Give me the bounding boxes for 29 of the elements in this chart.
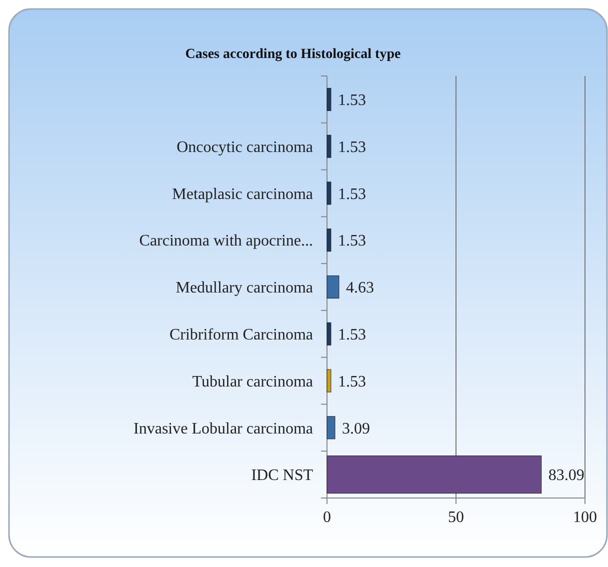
y-tick-label: Medullary carcinoma [176, 280, 313, 297]
data-label: 1.53 [338, 92, 366, 110]
y-tick-label: IDC NST [251, 467, 314, 484]
x-tick-label: 50 [448, 509, 464, 526]
y-tick-label: Tubular carcinoma [192, 373, 313, 390]
data-label: 1.53 [338, 373, 366, 390]
chart-title: Cases according to Histological type [185, 47, 401, 62]
y-tick-label: Carcinoma with apocrine... [139, 232, 313, 250]
y-tick-label: Invasive Lobular carcinoma [134, 420, 313, 438]
data-label: 1.53 [338, 186, 366, 203]
bar [326, 228, 332, 252]
bar [326, 369, 332, 392]
bar [326, 416, 336, 440]
y-tick-label: Metaplasic carcinoma [172, 186, 313, 203]
bar [326, 88, 332, 111]
x-tick-label: 0 [323, 509, 331, 526]
data-label: 1.53 [338, 232, 366, 250]
data-label: 4.63 [346, 280, 374, 297]
y-tick-label: Cribriform Carcinoma [169, 326, 313, 344]
bar [326, 182, 332, 205]
x-tick-label: 100 [573, 509, 597, 526]
data-label: 83.09 [548, 467, 584, 484]
data-label: 1.53 [338, 326, 366, 344]
y-tick-label: Oncocytic carcinoma [176, 138, 313, 156]
data-label: 3.09 [342, 420, 370, 438]
bar [326, 134, 332, 158]
data-label: 1.53 [338, 138, 366, 156]
bar [326, 275, 340, 299]
bar [326, 322, 332, 346]
